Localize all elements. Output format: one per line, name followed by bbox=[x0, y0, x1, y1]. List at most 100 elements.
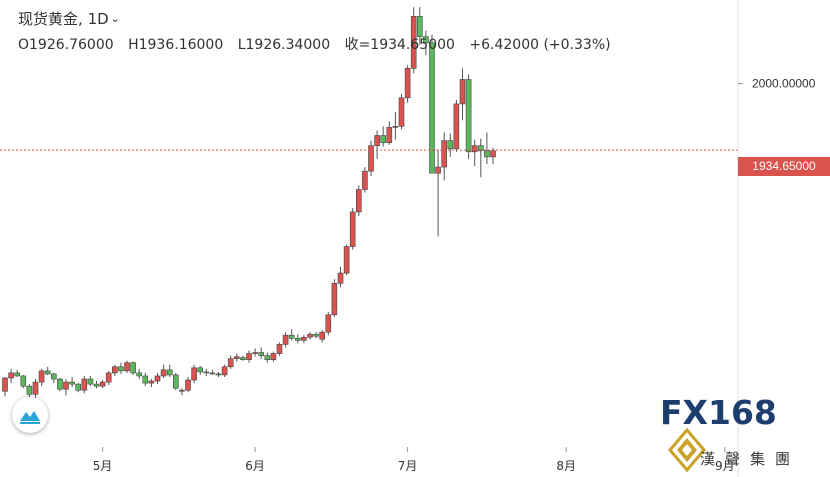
candle-body[interactable] bbox=[191, 367, 197, 381]
candle-body[interactable] bbox=[404, 67, 411, 99]
candle-body[interactable] bbox=[429, 42, 435, 174]
candle-body[interactable] bbox=[252, 352, 258, 354]
candle-body[interactable] bbox=[325, 314, 332, 333]
candle-body[interactable] bbox=[8, 372, 14, 379]
candle-body[interactable] bbox=[26, 385, 33, 395]
candle-body[interactable] bbox=[148, 380, 155, 384]
candle-body[interactable] bbox=[124, 362, 130, 372]
candle-body[interactable] bbox=[264, 355, 271, 360]
candle-body[interactable] bbox=[270, 353, 277, 360]
candle-body[interactable] bbox=[392, 126, 399, 128]
brand-logo: FX168 bbox=[660, 393, 777, 432]
candle-body[interactable] bbox=[20, 375, 27, 387]
chart-logo-button[interactable] bbox=[12, 397, 48, 433]
candle-body[interactable] bbox=[301, 336, 307, 341]
candle-body[interactable] bbox=[258, 352, 265, 356]
candle-body[interactable] bbox=[465, 79, 472, 153]
candle-body[interactable] bbox=[179, 389, 185, 392]
candle-body[interactable] bbox=[435, 166, 441, 174]
candle-body[interactable] bbox=[294, 337, 301, 341]
candle-body[interactable] bbox=[282, 334, 289, 345]
candle-body[interactable] bbox=[57, 378, 63, 390]
time-tick-label: 7月 bbox=[398, 459, 418, 473]
candle-body[interactable] bbox=[209, 372, 216, 375]
time-tick-label: 8月 bbox=[556, 459, 576, 473]
candle-body[interactable] bbox=[99, 381, 106, 387]
candle-body[interactable] bbox=[368, 145, 374, 172]
candle-body[interactable] bbox=[93, 383, 100, 387]
candle-body[interactable] bbox=[240, 357, 246, 360]
candle-body[interactable] bbox=[38, 370, 45, 383]
candle-body[interactable] bbox=[459, 79, 466, 105]
candle-body[interactable] bbox=[453, 103, 460, 150]
candle-body[interactable] bbox=[355, 189, 362, 213]
candle-body[interactable] bbox=[63, 381, 69, 390]
candle-body[interactable] bbox=[118, 366, 124, 372]
close-value: 收=1934.65000 bbox=[344, 37, 455, 53]
candle-body[interactable] bbox=[246, 353, 252, 360]
symbol-separator: , bbox=[78, 10, 88, 28]
candle-body[interactable] bbox=[197, 367, 203, 373]
candle-body[interactable] bbox=[160, 369, 167, 377]
candle-body[interactable] bbox=[173, 374, 179, 389]
candle-body[interactable] bbox=[2, 377, 8, 392]
candle-body[interactable] bbox=[386, 127, 393, 143]
symbol-header[interactable]: 现货黄金, 1D ⌄ bbox=[18, 8, 120, 29]
candle-body[interactable] bbox=[319, 331, 326, 340]
price-tick-label: 2000.00000 bbox=[752, 77, 816, 91]
candle-body[interactable] bbox=[276, 344, 283, 354]
candle-body[interactable] bbox=[398, 97, 405, 127]
candle-body[interactable] bbox=[477, 145, 484, 152]
candle-body[interactable] bbox=[75, 383, 81, 391]
open-value: O1926.76000 bbox=[18, 37, 114, 53]
candle-body[interactable] bbox=[130, 362, 136, 374]
candle-body[interactable] bbox=[307, 333, 313, 338]
low-value: L1926.34000 bbox=[237, 37, 331, 53]
candle-body[interactable] bbox=[105, 372, 112, 383]
candle-body[interactable] bbox=[416, 16, 423, 37]
candle-body[interactable] bbox=[234, 356, 240, 359]
candle-body[interactable] bbox=[349, 211, 356, 247]
candle-body[interactable] bbox=[484, 150, 490, 158]
chevron-down-icon[interactable]: ⌄ bbox=[110, 12, 120, 25]
candle-body[interactable] bbox=[447, 140, 454, 150]
candle-body[interactable] bbox=[380, 135, 387, 143]
candle-body[interactable] bbox=[166, 369, 173, 376]
candle-body[interactable] bbox=[81, 378, 88, 391]
candle-body[interactable] bbox=[87, 378, 94, 385]
candle-body[interactable] bbox=[69, 381, 75, 385]
candle-body[interactable] bbox=[112, 366, 118, 374]
candle-body[interactable] bbox=[423, 36, 429, 44]
candle-body[interactable] bbox=[374, 135, 380, 146]
candle-body[interactable] bbox=[221, 366, 228, 376]
candle-body[interactable] bbox=[44, 370, 51, 375]
candle-body[interactable] bbox=[215, 373, 222, 376]
candle-body[interactable] bbox=[203, 371, 210, 374]
candle-body[interactable] bbox=[227, 358, 234, 368]
candle-body[interactable] bbox=[343, 246, 350, 274]
candle-body[interactable] bbox=[50, 373, 57, 380]
time-tick-label: 6月 bbox=[245, 459, 265, 473]
candle-body[interactable] bbox=[490, 150, 496, 158]
time-tick-label: 9月 bbox=[715, 459, 735, 473]
candle-body[interactable] bbox=[331, 282, 338, 316]
candle-body[interactable] bbox=[32, 381, 39, 395]
high-value: H1936.16000 bbox=[128, 37, 224, 53]
candle-body[interactable] bbox=[288, 334, 295, 339]
candles-layer bbox=[2, 7, 496, 400]
time-axis: 5月 6月 7月 8月 9月 bbox=[93, 447, 735, 473]
candle-body[interactable] bbox=[471, 145, 478, 153]
candle-body[interactable] bbox=[142, 375, 149, 384]
candle-body[interactable] bbox=[136, 372, 142, 377]
candle-body[interactable] bbox=[185, 379, 191, 391]
candle-body[interactable] bbox=[313, 333, 319, 337]
candle-body[interactable] bbox=[154, 375, 161, 382]
time-tick-label: 5月 bbox=[93, 459, 113, 473]
candle-body[interactable] bbox=[410, 16, 417, 69]
interval-label[interactable]: 1D bbox=[87, 10, 109, 28]
candle-body[interactable] bbox=[441, 140, 448, 168]
candle-body[interactable] bbox=[14, 372, 20, 377]
candle-body[interactable] bbox=[337, 272, 344, 284]
candle-body[interactable] bbox=[362, 170, 368, 190]
